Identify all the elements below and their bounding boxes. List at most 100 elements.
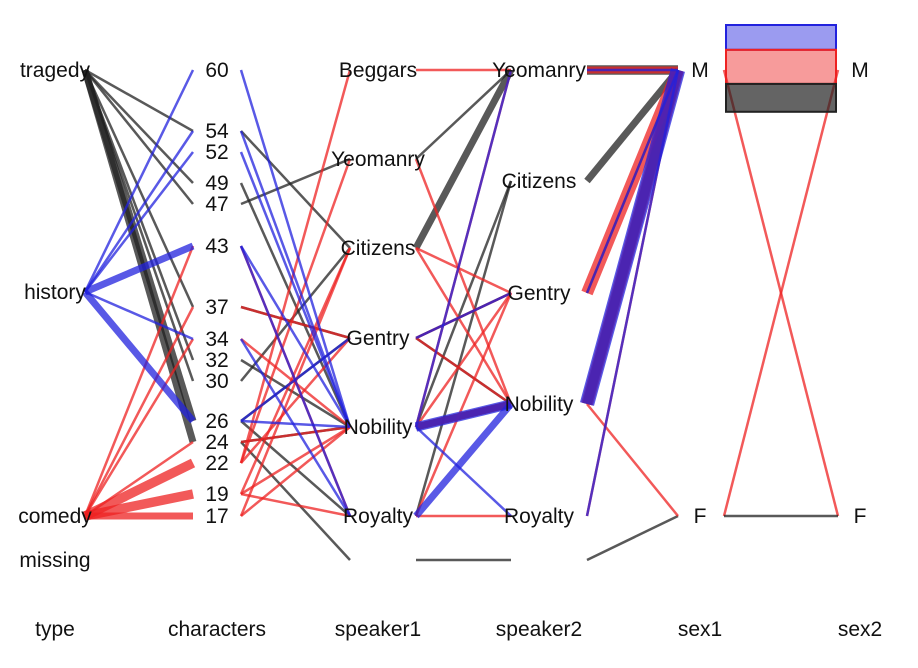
axis-label-speaker2: speaker2 — [496, 618, 582, 641]
level-label-characters-34: 34 — [205, 328, 229, 351]
level-label-speaker1-yeomanry: Yeomanry — [331, 148, 425, 171]
link-characters-comedy-19-royalty — [240, 492, 351, 518]
link-type-history-history-60 — [83, 69, 195, 293]
level-label-characters-52: 52 — [205, 141, 228, 164]
link-type-history-history-52 — [84, 151, 194, 293]
link-type-comedy-comedy-43 — [83, 245, 195, 517]
link-characters-tragedy-54-citizens — [240, 130, 351, 249]
link-characters-comedy-19-citizens — [239, 247, 352, 495]
stack-segment-history — [725, 24, 837, 51]
link-characters-history-52-nobility — [239, 151, 352, 428]
link-type-history-history-26 — [82, 289, 196, 424]
link-type-history-history-43 — [83, 242, 195, 296]
link-speaker1-history-royalty-nobility — [413, 401, 514, 519]
link-speaker1-comedy-gentry-nobility — [415, 336, 512, 406]
link-characters-comedy-22-gentry — [240, 337, 351, 464]
link-characters-tragedy-24-missing — [240, 441, 351, 561]
link-characters-history-54-nobility — [239, 130, 352, 428]
level-label-speaker1-citizens: Citizens — [341, 237, 416, 260]
link-sex-f-m — [722, 69, 840, 517]
level-label-speaker2-citizens: Citizens — [502, 170, 577, 193]
link-type-history-history-34 — [84, 290, 194, 341]
link-speaker2-comedy-nobility-f — [586, 403, 679, 517]
link-speaker2-history-gentry-m — [585, 69, 680, 294]
level-label-type-comedy: comedy — [18, 505, 92, 528]
sex2-stacked-bar — [725, 24, 837, 113]
link-characters-history-26-gentry — [240, 337, 351, 422]
link-characters-tragedy-49-nobility — [239, 182, 352, 428]
level-label-speaker2-nobility: Nobility — [505, 393, 574, 416]
link-speaker1-comedy-royalty-gentry — [414, 292, 513, 517]
level-label-sex2-m: M — [851, 59, 869, 82]
level-label-sex1-m: M — [691, 59, 709, 82]
level-label-sex1-f: F — [694, 505, 707, 528]
link-type-comedy-comedy-34 — [83, 338, 195, 517]
link-characters-history-34-royalty — [239, 338, 352, 517]
link-characters-comedy-19-nobility — [240, 425, 351, 496]
link-speaker1-tragedy-nobility-citizens — [414, 180, 513, 428]
level-label-sex2-f: F — [854, 505, 867, 528]
link-speaker1-tragedy-citizens-yeomanry — [412, 68, 515, 250]
link-speaker2-history-royalty-m — [585, 69, 680, 517]
axis-label-type: type — [35, 618, 75, 641]
level-label-characters-26: 26 — [205, 410, 228, 433]
link-characters-comedy-17-nobility — [240, 426, 351, 517]
level-label-speaker1-beggars: Beggars — [339, 59, 417, 82]
link-characters-comedy-24-nobility — [240, 425, 351, 444]
labels-layer: tragedyhistorycomedymissingtype605452494… — [18, 59, 882, 641]
link-type-tragedy-tragedy-49 — [84, 69, 194, 184]
link-characters-tragedy-26-royalty — [240, 420, 351, 517]
level-label-speaker1-gentry: Gentry — [346, 327, 410, 350]
level-label-characters-30: 30 — [205, 370, 228, 393]
link-speaker1-tragedy-yeomanry-yeomanry — [415, 69, 512, 160]
links-layer — [81, 65, 840, 562]
link-speaker1-history-nobility-yeomanry — [414, 69, 513, 428]
link-speaker1-comedy-yeomanry-nobility — [414, 158, 513, 405]
axis-label-sex2: sex2 — [838, 618, 882, 641]
link-speaker1-history-nobility-nobility — [414, 399, 513, 432]
link-type-comedy-comedy-22 — [82, 458, 196, 521]
level-label-type-history: history — [24, 281, 86, 304]
link-speaker1-comedy-nobility-gentry — [414, 292, 513, 428]
level-label-characters-49: 49 — [205, 172, 228, 195]
level-label-characters-17: 17 — [205, 505, 228, 528]
link-type-comedy-comedy-19 — [84, 489, 194, 521]
link-speaker1-history-nobility-royalty — [415, 426, 512, 517]
link-type-history-history-54 — [83, 130, 195, 293]
link-characters-comedy-37-gentry — [240, 305, 351, 340]
stack-segment-tragedy — [725, 82, 837, 113]
level-label-characters-22: 22 — [205, 452, 228, 475]
link-type-tragedy-tragedy-47 — [84, 69, 194, 205]
link-speaker1-history-gentry-gentry — [415, 291, 512, 340]
axis-label-sex1: sex1 — [678, 618, 722, 641]
level-label-characters-37: 37 — [205, 296, 228, 319]
level-label-type-missing: missing — [19, 549, 90, 572]
link-characters-comedy-22-yeomanry — [239, 158, 352, 464]
link-speaker1-comedy-citizens-nobility — [414, 247, 513, 405]
level-label-type-tragedy: tragedy — [20, 59, 91, 82]
link-type-comedy-comedy-37 — [83, 306, 195, 517]
level-label-speaker1-royalty: Royalty — [343, 505, 414, 528]
link-characters-history-26-nobility — [240, 419, 351, 429]
level-label-speaker1-nobility: Nobility — [344, 416, 413, 439]
stack-segment-comedy — [725, 48, 837, 85]
link-characters-tragedy-32-nobility — [240, 358, 351, 429]
level-label-characters-19: 19 — [205, 483, 228, 506]
link-type-tragedy-tragedy-54 — [84, 68, 194, 133]
level-label-characters-43: 43 — [205, 235, 228, 258]
level-label-speaker2-yeomanry: Yeomanry — [492, 59, 586, 82]
level-label-characters-60: 60 — [205, 59, 228, 82]
axis-label-speaker1: speaker1 — [335, 618, 421, 641]
link-speaker1-tragedy-royalty-citizens — [414, 180, 513, 517]
link-characters-history-60-nobility — [239, 69, 352, 428]
level-label-speaker2-royalty: Royalty — [504, 505, 575, 528]
link-type-tragedy-tragedy-24 — [81, 69, 197, 443]
level-label-characters-32: 32 — [205, 349, 228, 372]
link-characters-history-43-nobility — [239, 245, 352, 428]
level-label-characters-54: 54 — [205, 120, 229, 143]
level-label-characters-47: 47 — [205, 193, 228, 216]
link-type-tragedy-tragedy-37 — [83, 69, 195, 308]
link-characters-comedy-22-beggars — [239, 69, 352, 464]
level-label-speaker2-gentry: Gentry — [507, 282, 571, 305]
